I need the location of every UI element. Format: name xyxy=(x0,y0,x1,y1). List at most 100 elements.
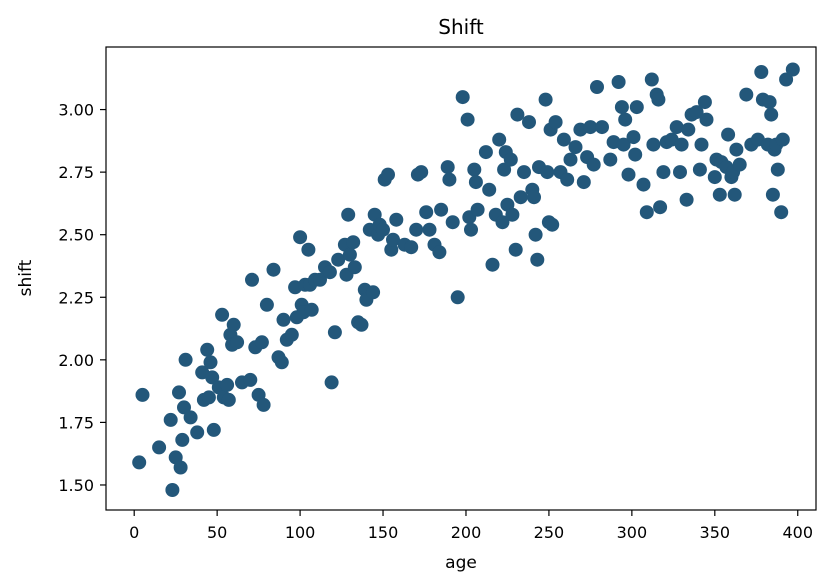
x-tick-label: 200 xyxy=(451,523,482,542)
data-point xyxy=(616,137,631,152)
data-point xyxy=(556,132,571,147)
data-point xyxy=(221,392,236,407)
data-point xyxy=(485,257,500,272)
x-tick-label: 0 xyxy=(129,523,139,542)
data-point xyxy=(445,215,460,230)
data-point xyxy=(527,190,541,205)
data-point xyxy=(653,200,668,215)
data-point xyxy=(432,245,447,260)
data-point xyxy=(135,387,150,402)
data-point xyxy=(381,167,395,182)
data-point xyxy=(712,187,727,202)
data-point xyxy=(183,410,198,425)
data-point xyxy=(492,132,507,147)
data-point xyxy=(586,157,601,172)
data-point xyxy=(243,372,258,387)
data-point xyxy=(468,175,483,190)
data-point xyxy=(646,137,661,152)
x-tick-label: 250 xyxy=(534,523,565,542)
data-point xyxy=(478,145,493,160)
y-tick-label: 2.50 xyxy=(58,226,94,245)
data-point xyxy=(442,172,457,187)
data-point xyxy=(639,205,654,220)
chart-title: Shift xyxy=(438,15,484,39)
y-tick-label: 1.75 xyxy=(58,413,94,432)
data-point xyxy=(568,140,583,155)
data-point xyxy=(419,205,434,220)
x-tick-label: 400 xyxy=(782,523,813,542)
x-tick-label: 300 xyxy=(617,523,648,542)
data-point xyxy=(132,455,147,470)
data-point xyxy=(354,317,369,332)
data-point xyxy=(230,335,245,350)
data-point xyxy=(497,162,512,177)
data-point xyxy=(467,162,482,177)
data-point xyxy=(729,142,744,157)
data-point xyxy=(206,422,221,437)
data-point xyxy=(636,177,651,192)
data-point xyxy=(322,265,337,280)
data-point xyxy=(414,165,429,180)
data-point xyxy=(301,242,316,257)
y-tick-label: 3.00 xyxy=(58,101,94,120)
data-point xyxy=(629,100,644,115)
data-point xyxy=(173,460,188,475)
data-point xyxy=(304,302,319,317)
data-point xyxy=(727,187,742,202)
x-axis-label: age xyxy=(445,553,477,573)
data-point xyxy=(503,152,518,167)
data-point xyxy=(347,260,362,275)
data-point xyxy=(689,105,704,120)
data-point xyxy=(190,425,205,440)
data-point xyxy=(697,95,712,110)
data-point xyxy=(644,72,659,87)
data-point xyxy=(366,285,381,300)
data-point xyxy=(590,80,604,94)
x-tick-label: 50 xyxy=(207,523,227,542)
data-point xyxy=(603,152,618,167)
x-tick-label: 350 xyxy=(700,523,731,542)
data-point xyxy=(626,130,641,145)
data-point xyxy=(440,160,455,175)
data-point xyxy=(220,377,235,392)
y-axis-label: shift xyxy=(16,259,36,296)
data-point xyxy=(177,400,191,415)
data-point xyxy=(545,217,560,232)
data-point xyxy=(505,207,520,222)
data-point xyxy=(389,212,404,227)
data-point xyxy=(203,355,218,370)
data-point xyxy=(172,385,186,400)
data-point xyxy=(464,222,478,237)
data-point xyxy=(341,207,356,222)
data-point xyxy=(346,235,361,250)
data-point xyxy=(779,72,794,87)
data-point xyxy=(732,157,747,172)
data-point xyxy=(508,242,523,257)
data-point xyxy=(694,137,709,152)
data-point xyxy=(528,227,543,242)
data-point xyxy=(178,352,193,367)
data-point xyxy=(522,115,536,130)
data-point xyxy=(583,120,598,135)
data-point xyxy=(460,112,475,127)
data-point xyxy=(434,202,449,217)
data-point xyxy=(259,297,274,312)
y-axis: 1.50 1.75 2.00 2.25 2.50 2.75 3.00 xyxy=(58,101,106,495)
data-point xyxy=(764,107,779,122)
data-point xyxy=(674,137,689,152)
data-point xyxy=(692,162,707,177)
data-point xyxy=(324,375,339,390)
data-point xyxy=(595,120,609,135)
data-point xyxy=(754,65,769,79)
data-point xyxy=(342,247,357,262)
data-point xyxy=(215,307,230,322)
data-point xyxy=(276,312,291,327)
data-point xyxy=(455,90,470,105)
data-point xyxy=(770,162,785,177)
data-point xyxy=(163,412,178,427)
data-point xyxy=(669,120,684,135)
data-point xyxy=(563,152,578,167)
data-point xyxy=(621,167,636,182)
data-point xyxy=(707,170,722,185)
